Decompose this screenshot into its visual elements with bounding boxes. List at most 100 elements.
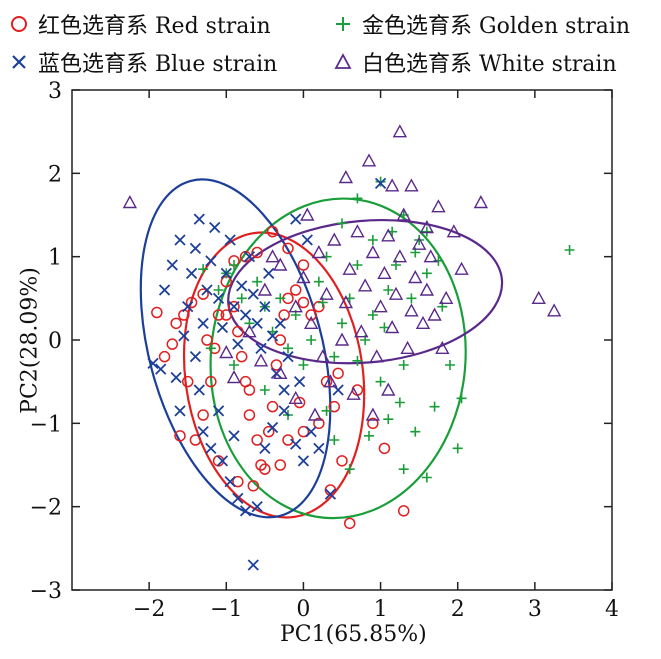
point-purple [373, 299, 388, 313]
legend-label-blue: 蓝色选育系 Blue strain [38, 52, 278, 77]
point-blue [166, 259, 178, 271]
point-blue [247, 288, 259, 300]
legend-label-purple: 白色选育系 White strain [362, 52, 617, 77]
point-purple [415, 315, 431, 330]
point-purple [454, 261, 469, 275]
point-red [201, 334, 213, 346]
point-blue [174, 234, 186, 246]
point-blue [251, 501, 263, 513]
point-blue [297, 455, 310, 467]
point-blue [209, 221, 221, 234]
point-red [151, 306, 163, 319]
point-red [174, 430, 186, 442]
point-blue [290, 213, 302, 225]
y-tick-label: 0 [48, 329, 62, 354]
point-purple [273, 257, 288, 271]
point-purple [357, 278, 373, 292]
point-purple [354, 324, 369, 338]
point-red [197, 409, 209, 421]
point-blue [278, 405, 290, 417]
point-green [433, 255, 444, 266]
point-purple [253, 353, 269, 367]
point-purple [381, 382, 396, 396]
legend-item-purple: 白色选育系 White strain [332, 46, 617, 78]
point-blue [189, 242, 202, 254]
point-green [229, 360, 239, 370]
legend-label-red: 红色选育系 Red strain [38, 14, 271, 39]
point-purple [423, 249, 438, 263]
point-purple [396, 207, 411, 221]
y-tick-label: −2 [30, 496, 62, 521]
point-red [313, 417, 325, 430]
point-blue [220, 267, 232, 279]
legend-item-red: 红色选育系 Red strain [8, 8, 271, 40]
point-purple [300, 207, 315, 221]
point-purple [384, 178, 400, 192]
point-green [367, 310, 378, 320]
confidence-ellipse-blue [139, 178, 332, 519]
point-red [274, 459, 287, 471]
point-blue [212, 292, 225, 304]
point-purple [226, 370, 242, 384]
point-green [306, 335, 317, 345]
point-green [321, 405, 332, 416]
point-blue [224, 476, 236, 488]
circle-marker-icon [8, 13, 30, 35]
point-red [367, 417, 379, 430]
point-red [270, 359, 283, 371]
point-purple [350, 224, 365, 238]
point-purple [384, 320, 400, 334]
point-green [414, 235, 425, 245]
point-green [283, 343, 293, 354]
point-blue [174, 405, 186, 417]
point-green [410, 426, 421, 437]
point-purple [408, 270, 423, 284]
point-blue [158, 284, 171, 296]
point-blue [274, 317, 286, 329]
point-green [383, 285, 394, 295]
point-green [383, 414, 394, 425]
point-purple [392, 124, 408, 138]
point-green [229, 260, 239, 270]
point-green [452, 443, 463, 454]
point-blue [205, 255, 217, 267]
point-green [406, 293, 417, 304]
point-red [232, 325, 244, 338]
point-green [352, 260, 363, 270]
y-tick-label: −1 [30, 412, 62, 437]
point-red [212, 309, 225, 321]
point-purple [377, 265, 392, 280]
point-green [421, 472, 432, 483]
point-blue [212, 405, 225, 417]
point-blue [193, 213, 205, 225]
point-red [266, 225, 279, 238]
point-blue [243, 251, 256, 263]
point-red [181, 375, 194, 388]
point-purple [307, 407, 323, 421]
point-green [564, 245, 575, 255]
point-green [352, 193, 363, 204]
point-blue [155, 363, 167, 375]
y-tick-label: 2 [48, 162, 62, 187]
point-red [297, 425, 310, 438]
point-blue [255, 342, 267, 354]
point-purple [404, 178, 419, 192]
point-green [456, 393, 467, 404]
point-red [343, 517, 356, 530]
point-purple [400, 340, 415, 355]
point-purple [242, 324, 257, 338]
point-blue [282, 351, 294, 363]
triangle-marker-icon [332, 51, 354, 73]
point-purple [288, 390, 303, 405]
point-purple [257, 282, 273, 296]
point-purple [338, 170, 354, 184]
point-green [421, 226, 432, 237]
point-red [305, 309, 317, 321]
x-marker-icon [8, 51, 30, 73]
point-red [297, 259, 310, 271]
point-green [329, 351, 340, 362]
point-blue [232, 492, 244, 504]
point-red [397, 505, 410, 517]
point-red [293, 396, 306, 409]
point-blue [301, 234, 313, 246]
